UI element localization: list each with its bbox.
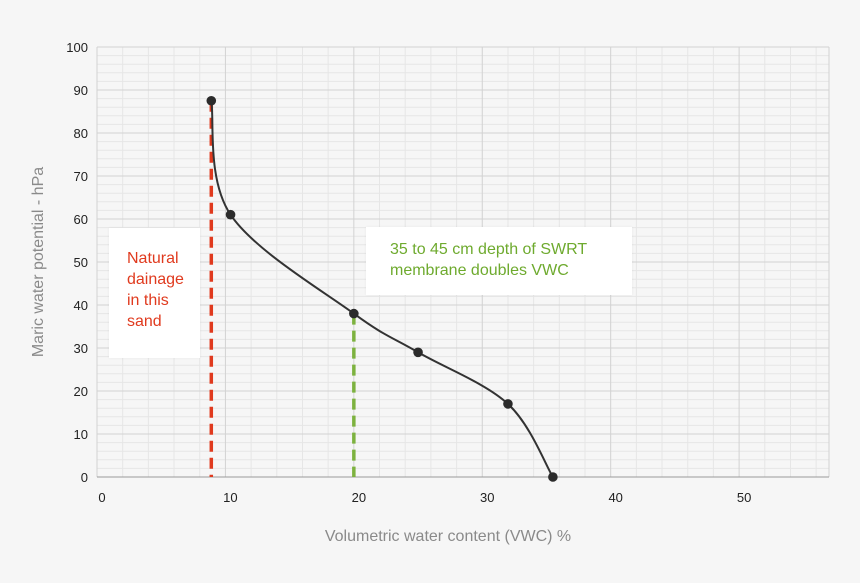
y-tick-label: 100 <box>66 40 88 55</box>
grid-minor <box>97 47 829 477</box>
y-tick-label: 70 <box>74 169 88 184</box>
data-point <box>349 308 359 319</box>
x-tick-label: 30 <box>480 490 494 505</box>
x-tick-label: 50 <box>737 490 751 505</box>
y-axis-label: Maric water potential - hPa <box>30 167 47 357</box>
reference-lines <box>209 100 356 477</box>
x-tick-label: 10 <box>223 490 237 505</box>
x-tick-labels: 0 10 20 30 40 50 <box>98 490 751 505</box>
data-point <box>206 95 217 106</box>
y-tick-label: 60 <box>74 212 88 227</box>
x-axis-label: Volumetric water content (VWC) % <box>325 528 571 545</box>
y-tick-labels: 0 10 20 30 40 50 60 70 80 90 100 <box>66 40 88 485</box>
x-tick-label: 40 <box>608 490 622 505</box>
annotation-natural-drainage: Natural dainage in this sand <box>109 228 200 358</box>
annotation-swrt-membrane: 35 to 45 cm depth of SWRT membrane double… <box>366 227 632 295</box>
y-tick-label: 0 <box>81 470 88 485</box>
annotation-line: sand <box>127 313 162 330</box>
data-point <box>225 209 236 220</box>
x-tick-label: 20 <box>352 490 366 505</box>
annotation-line: in this <box>127 292 169 309</box>
annotation-line: dainage <box>127 271 184 288</box>
data-points <box>206 95 558 482</box>
y-tick-label: 80 <box>74 126 88 141</box>
data-point <box>413 347 423 358</box>
data-point <box>503 399 513 409</box>
annotation-line: membrane doubles VWC <box>390 262 569 279</box>
y-tick-label: 10 <box>74 427 88 442</box>
y-tick-label: 30 <box>74 341 88 356</box>
y-tick-label: 50 <box>74 255 88 270</box>
y-tick-label: 90 <box>74 83 88 98</box>
data-point <box>548 472 558 482</box>
annotation-line: 35 to 45 cm depth of SWRT <box>390 241 588 258</box>
annotation-line: Natural <box>127 250 179 267</box>
x-tick-label: 0 <box>98 490 105 505</box>
y-tick-label: 20 <box>74 384 88 399</box>
y-tick-label: 40 <box>74 298 88 313</box>
